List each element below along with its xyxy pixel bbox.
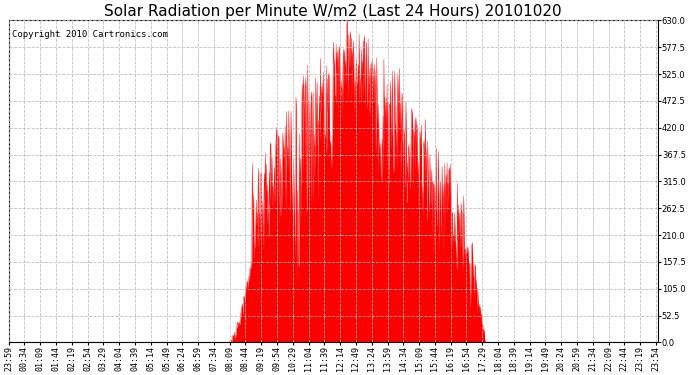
Title: Solar Radiation per Minute W/m2 (Last 24 Hours) 20101020: Solar Radiation per Minute W/m2 (Last 24… xyxy=(104,4,562,19)
Text: Copyright 2010 Cartronics.com: Copyright 2010 Cartronics.com xyxy=(12,30,168,39)
